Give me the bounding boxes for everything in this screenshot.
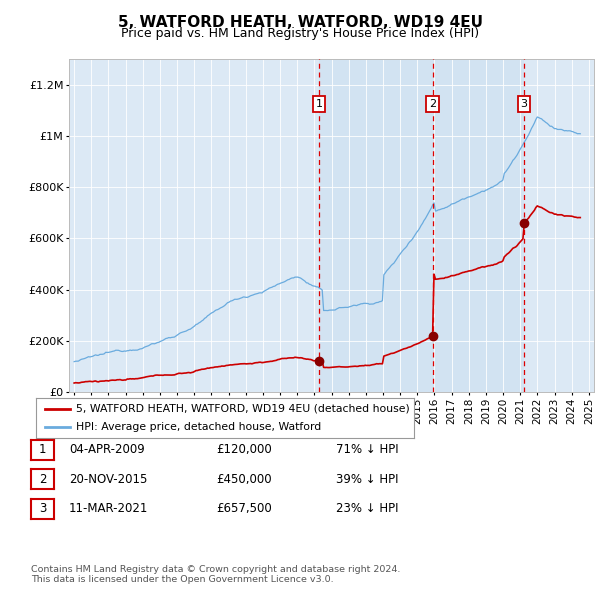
Text: Price paid vs. HM Land Registry's House Price Index (HPI): Price paid vs. HM Land Registry's House … — [121, 27, 479, 40]
Text: 1: 1 — [316, 99, 322, 109]
Text: 04-APR-2009: 04-APR-2009 — [69, 443, 145, 456]
Text: £450,000: £450,000 — [216, 473, 272, 486]
Text: £657,500: £657,500 — [216, 502, 272, 515]
Text: 71% ↓ HPI: 71% ↓ HPI — [336, 443, 398, 456]
Text: 1: 1 — [39, 443, 46, 456]
Text: 3: 3 — [39, 502, 46, 515]
Bar — [319, 59, 524, 392]
Text: 2: 2 — [39, 473, 46, 486]
Text: 11-MAR-2021: 11-MAR-2021 — [69, 502, 148, 515]
Text: £120,000: £120,000 — [216, 443, 272, 456]
Text: 39% ↓ HPI: 39% ↓ HPI — [336, 473, 398, 486]
Text: 2: 2 — [429, 99, 436, 109]
Text: 5, WATFORD HEATH, WATFORD, WD19 4EU (detached house): 5, WATFORD HEATH, WATFORD, WD19 4EU (det… — [76, 404, 409, 414]
Text: 5, WATFORD HEATH, WATFORD, WD19 4EU: 5, WATFORD HEATH, WATFORD, WD19 4EU — [118, 15, 482, 30]
Text: Contains HM Land Registry data © Crown copyright and database right 2024.
This d: Contains HM Land Registry data © Crown c… — [31, 565, 401, 584]
Text: HPI: Average price, detached house, Watford: HPI: Average price, detached house, Watf… — [76, 421, 321, 431]
Text: 3: 3 — [521, 99, 527, 109]
Text: 23% ↓ HPI: 23% ↓ HPI — [336, 502, 398, 515]
Text: 20-NOV-2015: 20-NOV-2015 — [69, 473, 148, 486]
